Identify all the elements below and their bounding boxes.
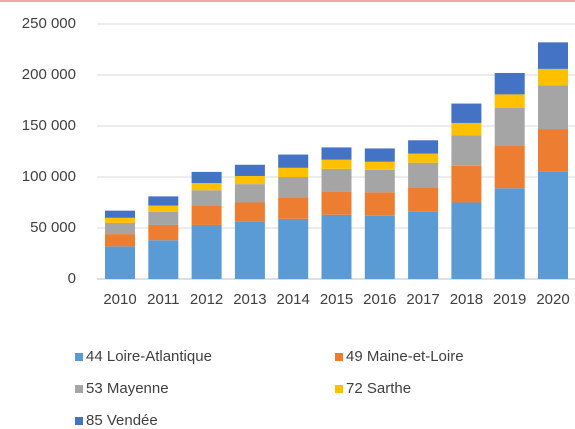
legend-swatch — [75, 353, 83, 361]
bar-segment — [494, 94, 525, 108]
bar-segment — [148, 240, 179, 279]
bar-segment — [234, 164, 265, 176]
bar-segment — [408, 140, 439, 154]
x-tick-label: 2013 — [233, 291, 266, 308]
bar-segment — [321, 168, 352, 192]
bar-segment — [408, 211, 439, 279]
bar-segment — [538, 85, 568, 130]
bar-segment — [278, 177, 309, 198]
bar-segment — [105, 210, 135, 218]
bar-segment — [538, 129, 568, 172]
bar-segment — [364, 215, 395, 279]
bar-segment — [191, 224, 222, 279]
y-tick-label: 0 — [68, 270, 76, 287]
x-tick-label: 2010 — [103, 291, 136, 308]
bar-segment — [364, 169, 395, 193]
bar-segment — [408, 162, 439, 188]
legend-label: 53 Mayenne — [86, 380, 169, 397]
bar-segment — [278, 218, 309, 279]
bar-segment — [451, 122, 482, 136]
legend-label: 72 Sarthe — [346, 380, 411, 397]
bar-segment — [451, 165, 482, 203]
x-tick-label: 2015 — [320, 291, 353, 308]
bar-segment — [321, 147, 352, 160]
bar-segment — [148, 211, 179, 225]
x-tick-label: 2011 — [147, 291, 179, 308]
bar-segment — [408, 187, 439, 212]
legend-swatch — [335, 385, 343, 393]
bar-segment — [278, 197, 309, 219]
bar-segment — [451, 135, 482, 166]
y-tick-label: 250 000 — [22, 15, 76, 32]
bar-segment — [321, 191, 352, 215]
x-tick-label: 2018 — [450, 291, 483, 308]
x-tick-label: 2014 — [277, 291, 310, 308]
bar-segment — [451, 103, 482, 123]
legend-label: 85 Vendée — [86, 412, 158, 429]
legend-swatch — [75, 385, 83, 393]
bar-segment — [321, 214, 352, 279]
bar-segment — [148, 196, 179, 206]
y-tick-label: 150 000 — [22, 117, 76, 134]
x-tick-label: 2017 — [406, 291, 439, 308]
bar-segment — [538, 42, 568, 69]
x-tick-label: 2016 — [363, 291, 396, 308]
bar-segment — [494, 188, 525, 279]
bar-segment — [191, 205, 222, 225]
bar-segment — [234, 202, 265, 222]
y-tick-label: 50 000 — [30, 219, 76, 236]
bar-segment — [538, 68, 568, 86]
bar-segment — [234, 184, 265, 203]
bar-segment — [191, 183, 222, 191]
legend-label: 49 Maine-et-Loire — [346, 348, 464, 365]
bar-segment — [105, 217, 135, 223]
bar-segment — [494, 72, 525, 95]
bar-segment — [364, 192, 395, 216]
bar-segment — [148, 205, 179, 212]
bar-segment — [234, 221, 265, 279]
bar-segment — [364, 161, 395, 170]
bar-segment — [451, 202, 482, 279]
y-tick-label: 100 000 — [22, 168, 76, 185]
y-tick-label: 200 000 — [22, 66, 76, 83]
legend-label: 44 Loire-Atlantique — [86, 348, 212, 365]
bar-segment — [148, 224, 179, 241]
bar-segment — [364, 148, 395, 162]
bar-segment — [408, 153, 439, 163]
bar-segment — [234, 175, 265, 185]
bar-segment — [494, 107, 525, 146]
bar-segment — [105, 234, 135, 247]
legend-swatch — [335, 353, 343, 361]
bar-segment — [494, 145, 525, 189]
x-tick-label: 2020 — [536, 291, 569, 308]
x-tick-label: 2019 — [493, 291, 526, 308]
bar-segment — [105, 246, 135, 279]
bar-segment — [278, 154, 309, 168]
legend-swatch — [75, 417, 83, 425]
x-tick-label: 2012 — [190, 291, 223, 308]
bar-segment — [278, 167, 309, 177]
bar-segment — [538, 171, 568, 279]
bar-segment — [105, 222, 135, 235]
bar-segment — [191, 171, 222, 184]
bar-segment — [191, 190, 222, 206]
bar-segment — [321, 159, 352, 169]
